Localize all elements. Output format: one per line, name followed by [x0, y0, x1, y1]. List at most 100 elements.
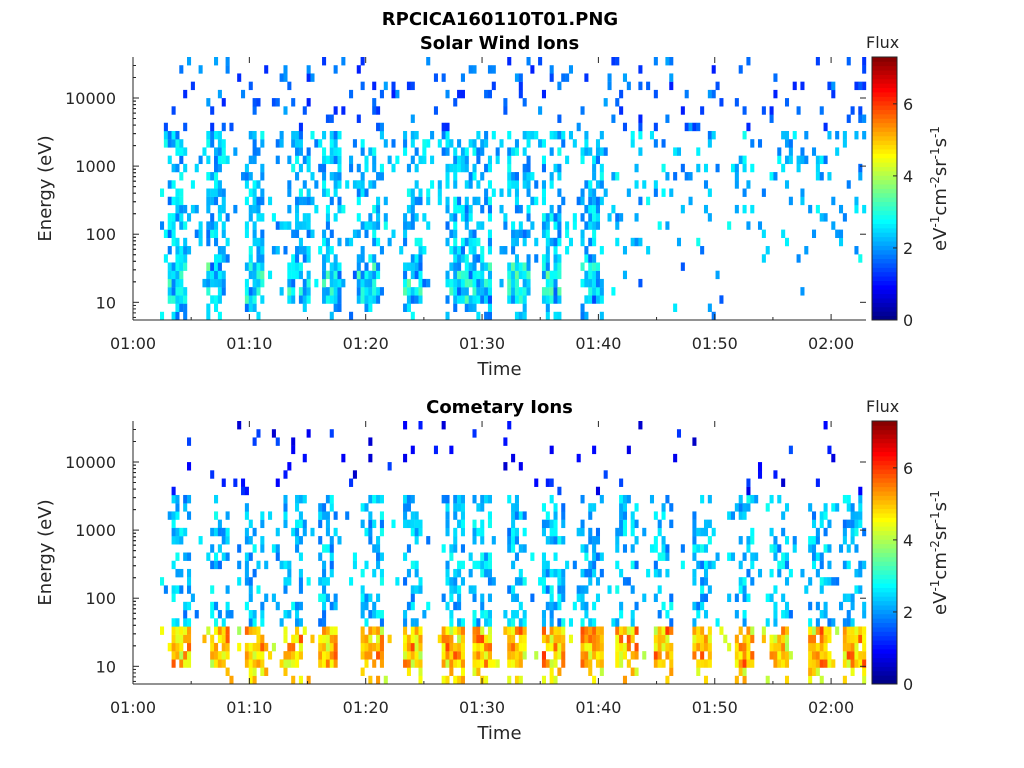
- flux-cell: [592, 568, 597, 578]
- flux-cell: [379, 89, 384, 99]
- flux-cell: [665, 544, 670, 553]
- flux-cell: [580, 213, 585, 222]
- flux-cell: [275, 437, 280, 446]
- flux-cell: [549, 445, 554, 455]
- flux-cell: [815, 155, 820, 165]
- flux-cell: [460, 204, 465, 214]
- flux-cell: [522, 229, 527, 239]
- flux-cell: [383, 139, 388, 148]
- flux-cell: [580, 311, 585, 321]
- flux-cell: [221, 642, 226, 652]
- flux-cell: [372, 81, 377, 91]
- flux-cell: [457, 675, 462, 685]
- flux-cell: [244, 536, 249, 545]
- flux-cell: [214, 494, 219, 504]
- colorbar-frame: [871, 420, 898, 685]
- x-tick-label: 01:10: [226, 698, 272, 717]
- flux-cell: [715, 270, 720, 280]
- flux-cell: [777, 659, 782, 668]
- flux-cell: [522, 642, 527, 652]
- flux-cell: [862, 634, 867, 644]
- flux-cell: [333, 651, 338, 660]
- flux-cell: [418, 278, 423, 288]
- flux-cell: [210, 229, 215, 239]
- flux-cell: [584, 73, 589, 82]
- flux-cell: [522, 237, 527, 247]
- flux-cell: [750, 651, 755, 660]
- flux-cell: [514, 527, 519, 537]
- flux-cell: [453, 303, 458, 312]
- flux-cell: [561, 503, 566, 512]
- flux-cell: [221, 659, 226, 668]
- flux-cell: [854, 511, 859, 520]
- flux-cell: [707, 634, 712, 644]
- flux-cell: [426, 278, 431, 288]
- flux-cell: [846, 618, 851, 627]
- flux-cell: [781, 478, 786, 487]
- flux-cell: [599, 626, 604, 635]
- flux-cell: [522, 147, 527, 156]
- flux-cell: [472, 287, 477, 296]
- flux-cell: [592, 204, 597, 214]
- flux-cell: [468, 229, 473, 239]
- flux-cell: [171, 163, 176, 173]
- panel-title: Solar Wind Ions: [420, 33, 579, 54]
- flux-cell: [507, 57, 512, 66]
- flux-cell: [248, 270, 253, 280]
- flux-cell: [360, 188, 365, 197]
- flux-cell: [827, 651, 832, 660]
- flux-cell: [518, 544, 523, 553]
- flux-cell: [175, 527, 180, 537]
- flux-cell: [599, 130, 604, 140]
- flux-cell: [217, 519, 222, 529]
- flux-cell: [823, 213, 828, 222]
- flux-cell: [410, 130, 415, 140]
- colorbar-segment: [872, 460, 897, 466]
- flux-cell: [572, 601, 577, 611]
- flux-cell: [337, 287, 342, 296]
- flux-cell: [777, 544, 782, 553]
- flux-cell: [811, 519, 817, 529]
- flux-cell: [225, 237, 230, 247]
- flux-cell: [329, 270, 334, 280]
- flux-cell: [410, 642, 415, 652]
- flux-cell: [210, 527, 215, 537]
- flux-cell: [553, 221, 558, 230]
- flux-cell: [653, 57, 658, 66]
- flux-cell: [306, 221, 311, 230]
- flux-cell: [167, 287, 172, 296]
- flux-cell: [426, 196, 431, 206]
- flux-cell: [549, 610, 554, 619]
- flux-cell: [545, 634, 550, 644]
- flux-cell: [823, 511, 828, 520]
- flux-cell: [514, 172, 519, 181]
- colorbar-segment: [872, 311, 897, 317]
- flux-cell: [368, 221, 373, 230]
- flux-cell: [619, 610, 624, 619]
- flux-cell: [248, 626, 253, 635]
- flux-cell: [800, 81, 805, 91]
- colorbar-unit-label: eV-1cm-2sr-1s-1: [928, 126, 951, 251]
- flux-cell: [314, 180, 319, 189]
- flux-cell: [264, 593, 269, 603]
- flux-cell: [325, 114, 330, 123]
- colorbar-segment: [872, 298, 897, 303]
- flux-cell: [183, 503, 188, 512]
- flux-cell: [808, 618, 813, 627]
- flux-cell: [464, 254, 469, 263]
- flux-cell: [622, 503, 628, 512]
- flux-cell: [634, 651, 639, 660]
- flux-cell: [225, 213, 230, 222]
- flux-cell: [530, 196, 535, 206]
- flux-cell: [507, 527, 512, 537]
- flux-cell: [364, 634, 369, 644]
- flux-cell: [738, 651, 743, 660]
- flux-cell: [804, 585, 809, 594]
- flux-cell: [403, 494, 408, 504]
- flux-cell: [252, 139, 257, 148]
- flux-cell: [206, 270, 211, 280]
- flux-cell: [183, 552, 188, 561]
- colorbar-segment: [872, 613, 897, 619]
- flux-cell: [599, 196, 604, 206]
- flux-cell: [325, 254, 330, 263]
